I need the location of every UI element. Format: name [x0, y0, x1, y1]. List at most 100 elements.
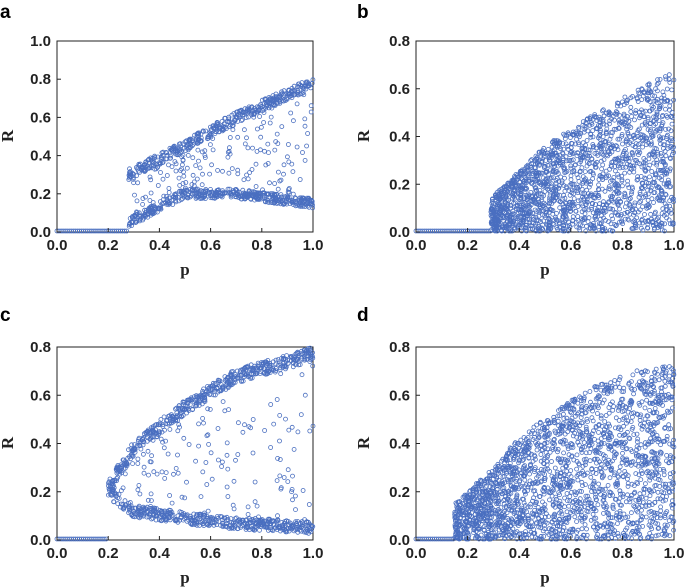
data-point: [281, 171, 286, 177]
data-point: [226, 116, 232, 122]
data-point: [175, 194, 181, 200]
data-point: [292, 493, 298, 499]
data-point: [620, 141, 625, 147]
data-point: [604, 173, 610, 179]
x-tick-label: 0.8: [251, 545, 272, 562]
data-point: [289, 424, 295, 430]
data-point: [284, 154, 290, 160]
data-point: [285, 479, 291, 485]
x-label-a: p: [180, 260, 189, 279]
data-point: [247, 170, 253, 175]
data-point: [575, 204, 581, 209]
data-point: [268, 402, 274, 407]
data-point: [286, 189, 292, 195]
data-point: [233, 457, 238, 463]
data-point: [651, 200, 656, 205]
data-point: [536, 228, 542, 234]
data-point: [609, 228, 615, 234]
data-point: [155, 183, 161, 188]
data-point: [290, 169, 296, 175]
data-point: [270, 199, 275, 205]
data-point: [656, 118, 662, 123]
data-point: [652, 211, 658, 217]
data-point: [634, 215, 640, 221]
data-point: [600, 108, 605, 114]
data-point: [243, 115, 249, 120]
data-point: [159, 156, 165, 162]
data-point: [225, 494, 231, 499]
data-point: [634, 96, 640, 102]
data-point: [273, 139, 279, 145]
data-point: [199, 149, 205, 155]
data-point: [262, 192, 268, 198]
data-point: [574, 224, 580, 230]
data-point: [207, 142, 213, 148]
data-point: [273, 94, 279, 100]
data-point: [234, 109, 240, 115]
data-point: [219, 459, 225, 465]
data-point: [623, 150, 629, 156]
data-point: [642, 175, 648, 181]
data-point: [182, 495, 188, 501]
x-tick-label: 0.2: [457, 237, 478, 254]
data-point: [235, 134, 241, 140]
data-point: [596, 182, 601, 188]
data-point: [589, 156, 595, 162]
data-point: [224, 452, 230, 458]
data-point: [275, 186, 281, 192]
data-point: [267, 180, 272, 186]
data-point: [663, 106, 668, 112]
data-point: [606, 184, 612, 190]
data-point: [603, 168, 609, 174]
data-point: [580, 154, 586, 160]
data-point: [638, 132, 644, 138]
data-point: [545, 163, 550, 168]
data-point: [209, 162, 215, 168]
data-point: [663, 153, 669, 159]
data-point: [617, 206, 622, 212]
data-point: [254, 148, 260, 154]
data-point: [601, 157, 607, 163]
data-point: [552, 465, 558, 471]
data-point: [127, 170, 132, 175]
data-point: [208, 450, 214, 456]
data-point: [303, 202, 309, 208]
data-point: [306, 204, 312, 210]
data-point: [228, 194, 234, 200]
data-point: [580, 122, 586, 128]
data-point: [185, 152, 191, 158]
data-point: [209, 476, 215, 482]
data-point: [273, 195, 279, 201]
data-point: [220, 190, 226, 196]
data-point: [206, 441, 212, 447]
data-point: [645, 97, 650, 103]
panel-letter-b: b: [357, 2, 369, 23]
data-point: [177, 147, 183, 153]
x-tick-label: 1.0: [664, 237, 685, 254]
data-point: [175, 428, 181, 434]
data-point: [537, 188, 543, 193]
data-point: [166, 200, 172, 206]
data-point: [191, 183, 197, 189]
data-point: [606, 112, 612, 118]
data-point: [588, 134, 594, 140]
data-point: [240, 187, 246, 193]
data-point: [600, 134, 606, 140]
data-point: [160, 197, 166, 203]
data-point: [195, 186, 200, 192]
data-point: [200, 171, 205, 177]
data-point: [285, 91, 291, 97]
data-point: [220, 168, 225, 174]
data-point: [131, 180, 137, 186]
data-point: [258, 124, 264, 130]
data-point: [610, 193, 615, 199]
data-point: [262, 428, 268, 433]
data-point: [189, 191, 195, 197]
data-point: [251, 114, 257, 120]
data-point: [136, 161, 142, 167]
data-point: [661, 181, 667, 187]
data-point: [196, 443, 202, 449]
data-point: [521, 456, 526, 462]
data-point: [637, 126, 642, 132]
data-point: [219, 464, 225, 469]
